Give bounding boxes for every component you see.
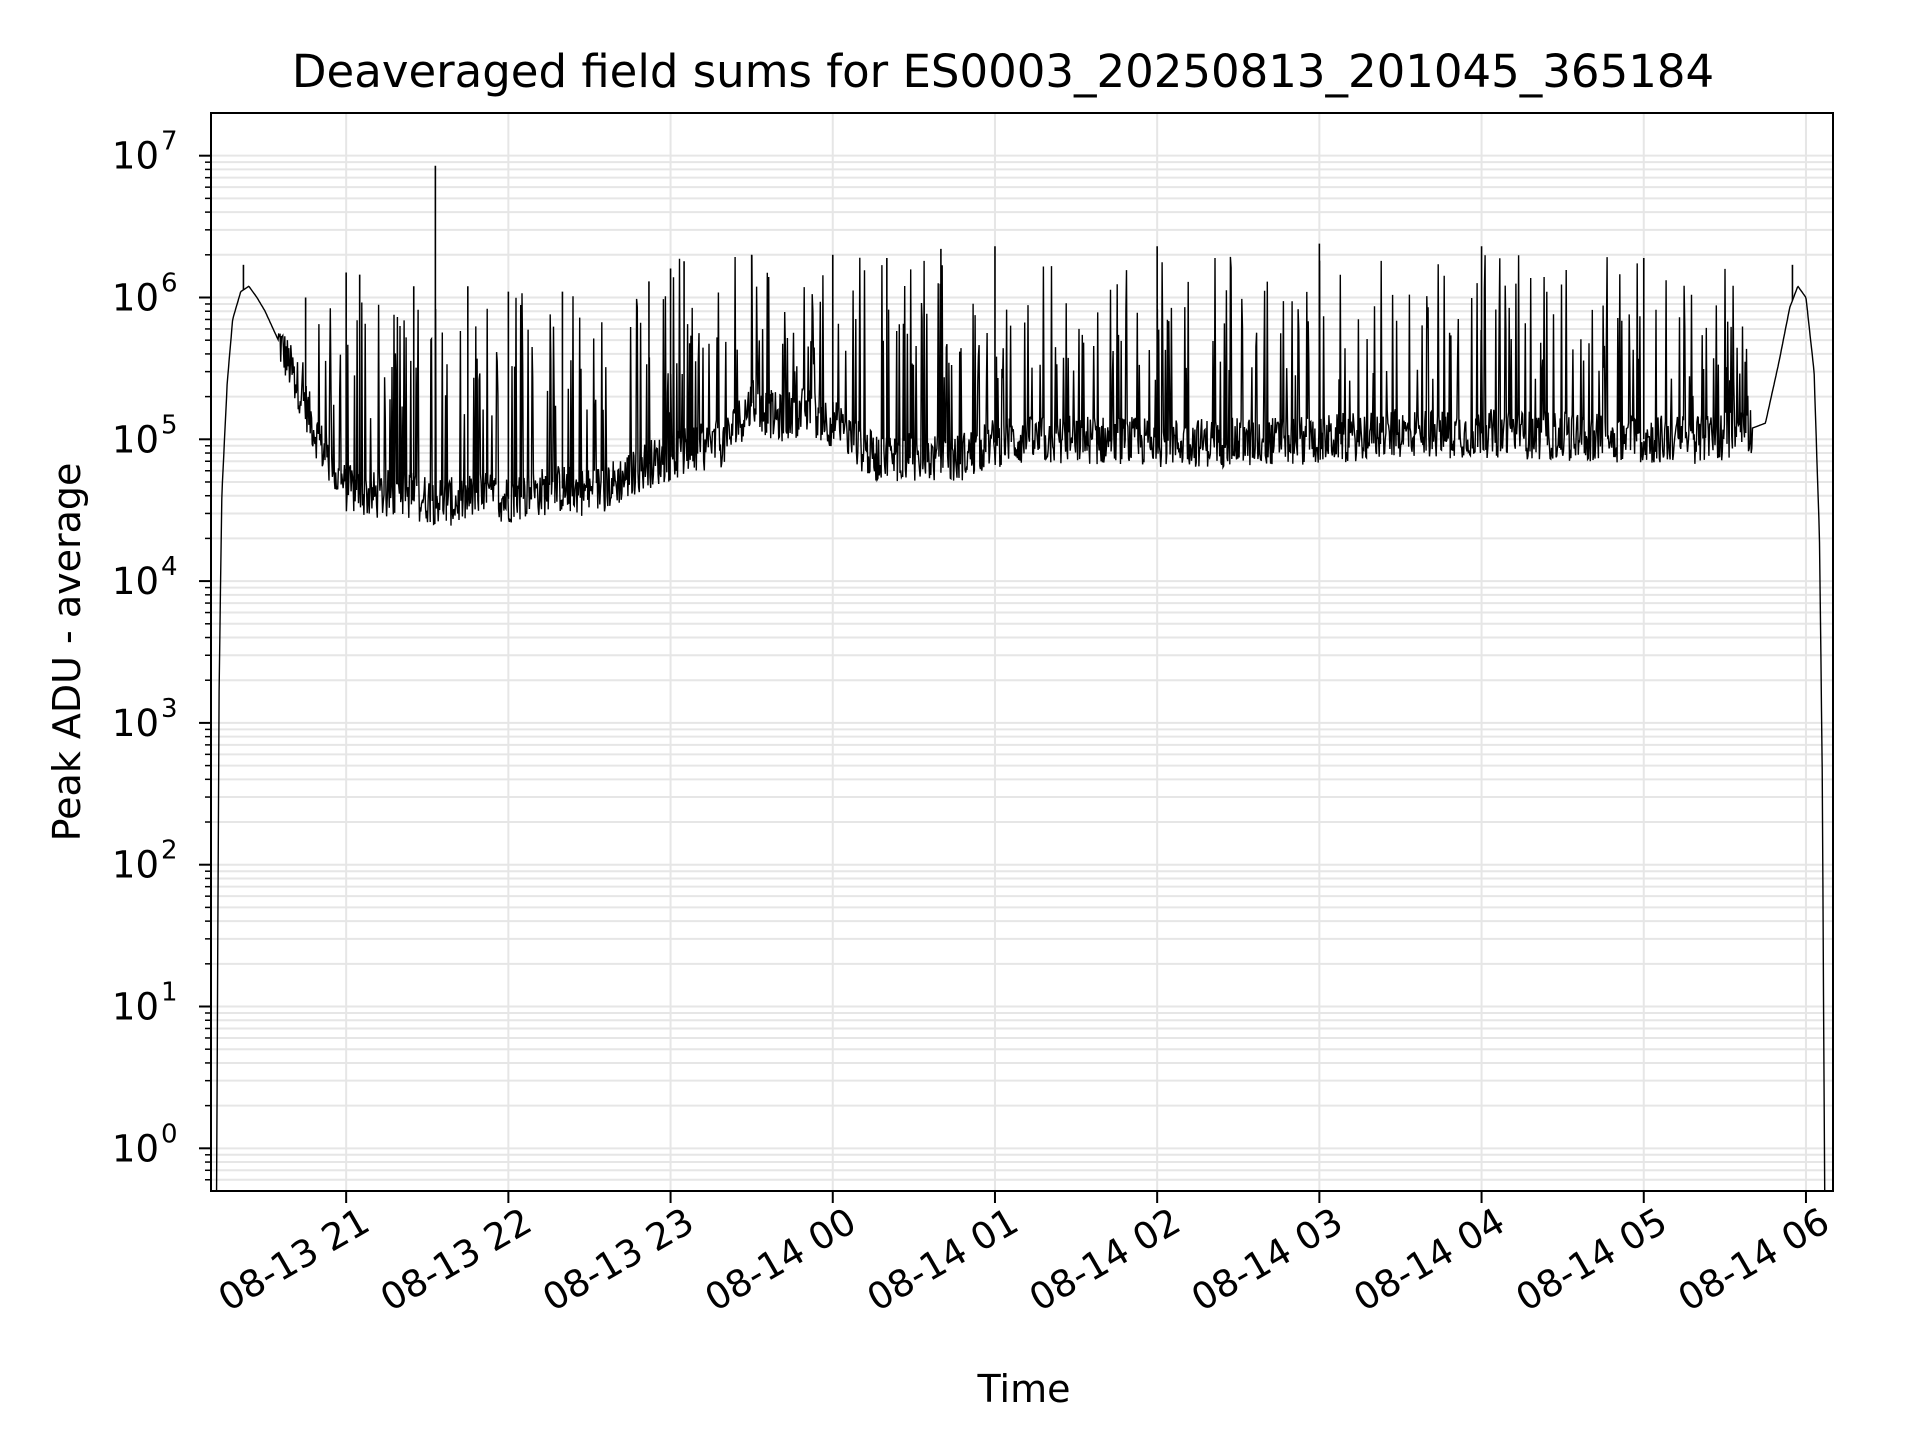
data-series — [215, 165, 1826, 1191]
y-tick-label: 10 — [112, 1127, 159, 1170]
y-tick-exponent: 5 — [161, 410, 178, 440]
y-tick-exponent: 4 — [161, 552, 178, 582]
y-tick-label: 10 — [112, 135, 159, 178]
y-tick-label: 10 — [112, 986, 159, 1029]
y-tick-exponent: 6 — [161, 268, 178, 298]
y-tick-exponent: 7 — [161, 127, 178, 157]
plot-area — [215, 165, 1826, 1191]
y-tick-label: 10 — [112, 844, 159, 887]
y-tick-label: 10 — [112, 560, 159, 603]
y-tick-exponent: 3 — [161, 694, 178, 724]
y-tick-label: 10 — [112, 702, 159, 745]
plot-frame — [210, 112, 1834, 1192]
y-tick-exponent: 2 — [161, 836, 178, 866]
y-tick-label: 10 — [112, 418, 159, 461]
y-tick-label: 10 — [112, 276, 159, 319]
grid — [211, 113, 1833, 1191]
y-axis-label: Peak ADU - average — [45, 463, 89, 842]
y-tick-exponent: 1 — [161, 978, 178, 1008]
chart-title: Deaveraged field sums for ES0003_2025081… — [292, 45, 1714, 98]
x-axis-label: Time — [977, 1367, 1071, 1411]
series-line — [215, 255, 1826, 1191]
y-tick-exponent: 0 — [161, 1119, 178, 1149]
